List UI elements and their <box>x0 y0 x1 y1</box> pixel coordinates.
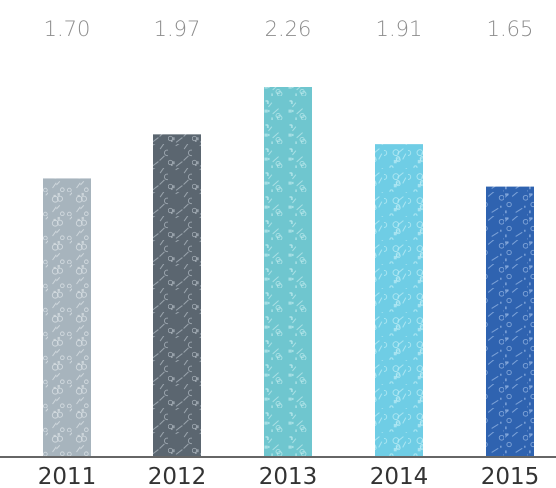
bar-2014 <box>375 144 423 456</box>
bar-2012 <box>153 134 201 456</box>
bar-2013 <box>264 87 312 456</box>
bar-2015 <box>486 187 534 456</box>
value-label-2012: 1.97 <box>154 17 201 41</box>
year-label-2013: 2013 <box>259 464 318 488</box>
value-labels-group: 1.70 1.97 2.26 1.91 1.65 <box>44 17 534 41</box>
year-label-2015: 2015 <box>481 464 540 488</box>
bars-group <box>43 87 534 456</box>
year-label-2011: 2011 <box>38 464 97 488</box>
year-label-2014: 2014 <box>370 464 429 488</box>
value-label-2014: 1.91 <box>376 17 423 41</box>
value-label-2013: 2.26 <box>265 17 312 41</box>
value-label-2011: 1.70 <box>44 17 91 41</box>
value-label-2015: 1.65 <box>487 17 534 41</box>
year-labels-group: 2011 2012 2013 2014 2015 <box>38 464 540 488</box>
bar-2011 <box>43 178 91 456</box>
year-label-2012: 2012 <box>148 464 207 488</box>
